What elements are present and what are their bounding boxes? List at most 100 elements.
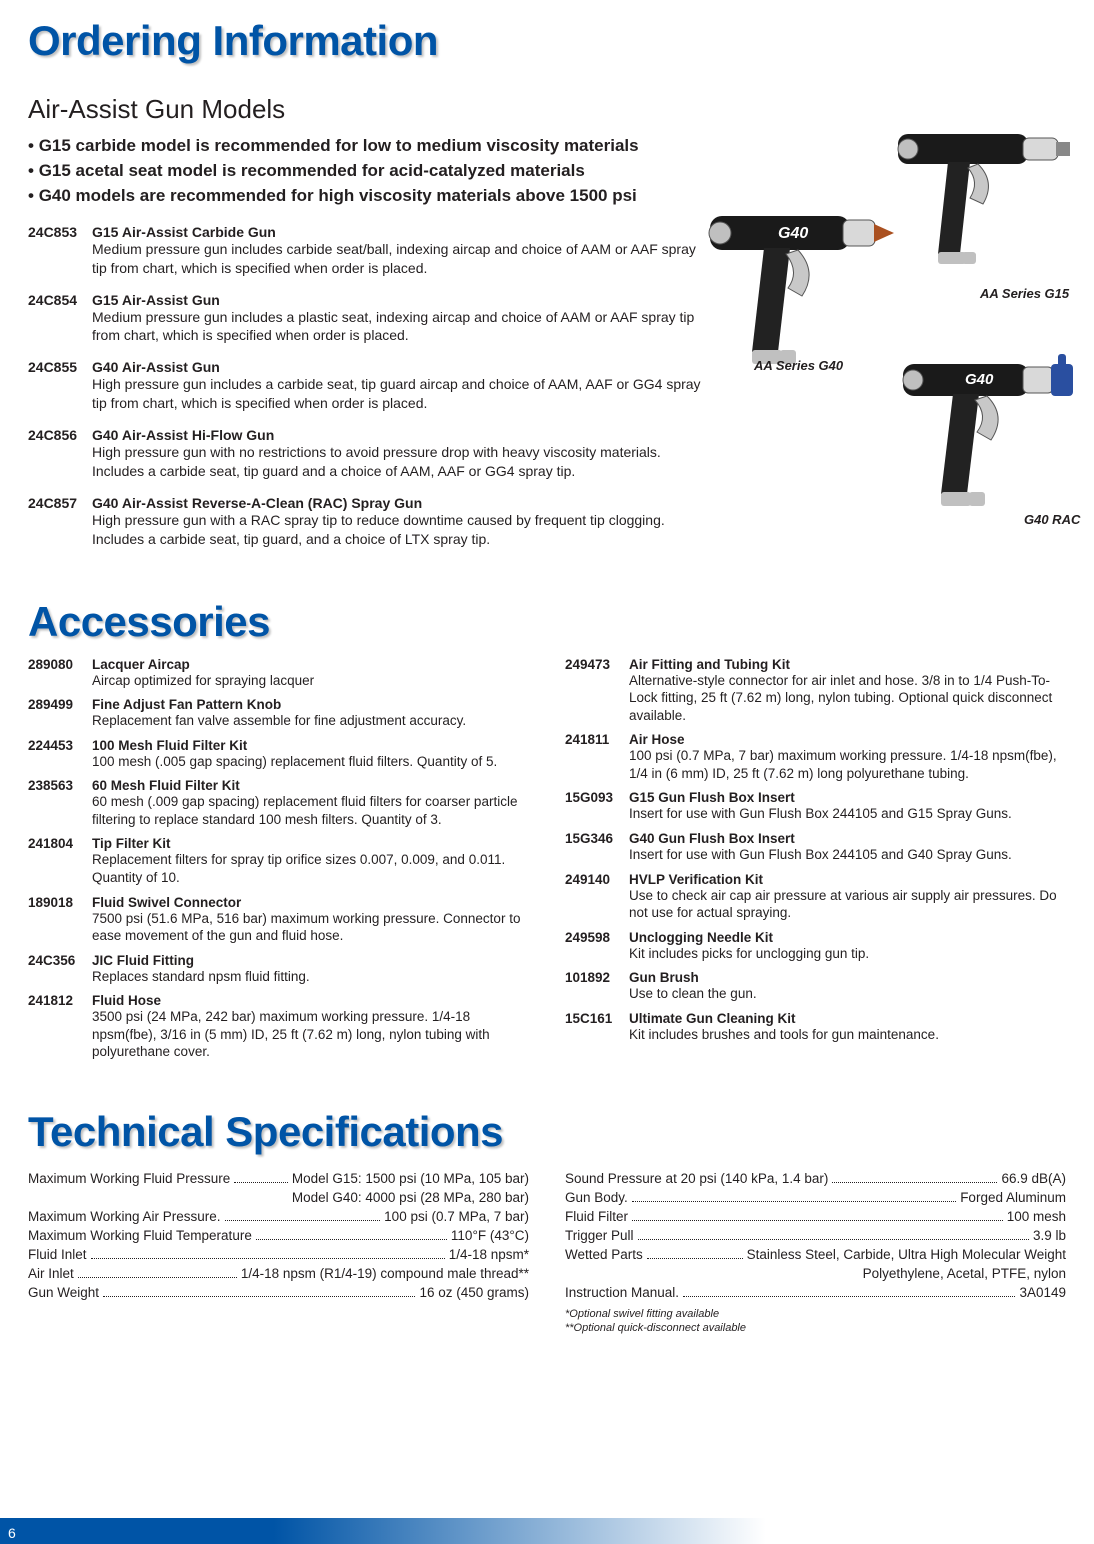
item-title: HVLP Verification Kit	[629, 872, 1066, 887]
item-desc: 3500 psi (24 MPa, 242 bar) maximum worki…	[92, 1008, 529, 1061]
spec-dots	[78, 1267, 237, 1278]
model-list: 24C853 G15 Air-Assist Carbide Gun Medium p…	[28, 224, 708, 549]
spec-label: Sound Pressure at 20 psi (140 kPa, 1.4 b…	[565, 1171, 828, 1186]
item-code: 15C161	[565, 1011, 619, 1044]
spec-label: Wetted Parts	[565, 1247, 643, 1262]
spec-row: Gun Body. Forged Aluminum	[565, 1190, 1066, 1205]
spec-label: Gun Weight	[28, 1285, 99, 1300]
item-desc: Alternative-style connector for air inle…	[629, 672, 1066, 725]
spec-value: 100 mesh	[1007, 1209, 1066, 1224]
spec-row: Trigger Pull3.9 lb	[565, 1228, 1066, 1243]
spec-dots	[256, 1229, 447, 1240]
item-title: G40 Air-Assist Reverse-A-Clean (RAC) Spr…	[92, 495, 708, 511]
item-code: 15G093	[565, 790, 619, 823]
accessory-row: 249598Unclogging Needle KitKit includes …	[565, 930, 1066, 963]
item-title: JIC Fluid Fitting	[92, 953, 529, 968]
spec-value: 3A0149	[1019, 1285, 1066, 1300]
spec-value: 3.9 lb	[1033, 1228, 1066, 1243]
item-code: 241812	[28, 993, 82, 1061]
spec-label: Maximum Working Air Pressure.	[28, 1209, 221, 1224]
item-title: G40 Air-Assist Hi-Flow Gun	[92, 427, 708, 443]
accessories-col-right: 249473Air Fitting and Tubing KitAlternat…	[565, 657, 1066, 1069]
footnote-line: **Optional quick-disconnect available	[565, 1322, 1066, 1336]
accessory-row: 289080Lacquer AircapAircap optimized for…	[28, 657, 529, 690]
item-code: 249140	[565, 872, 619, 922]
spec-dots	[91, 1248, 445, 1259]
accessory-row: 241812 Fluid Hose3500 psi (24 MPa, 242 ba…	[28, 993, 529, 1061]
spec-value: Model G15: 1500 psi (10 MPa, 105 bar)	[292, 1171, 529, 1186]
spec-label: Maximum Working Fluid Pressure	[28, 1171, 230, 1186]
item-title: G40 Gun Flush Box Insert	[629, 831, 1066, 846]
accessory-row: 15G346 G40 Gun Flush Box InsertInsert for…	[565, 831, 1066, 864]
spec-row: Sound Pressure at 20 psi (140 kPa, 1.4 b…	[565, 1171, 1066, 1186]
svg-text:G40: G40	[965, 371, 994, 388]
item-code: 24C853	[28, 224, 82, 278]
spec-extra: Model G40: 4000 psi (28 MPa, 280 bar)	[28, 1190, 529, 1205]
spec-row: Air Inlet1/4-18 npsm (R1/4-19) compound …	[28, 1266, 529, 1281]
spec-row: Gun Weight 16 oz (450 grams)	[28, 1285, 529, 1300]
accessory-row: 249140 HVLP Verification KitUse to check …	[565, 872, 1066, 922]
spec-value: 1/4-18 npsm*	[449, 1247, 529, 1262]
item-desc: Use to check air cap air pressure at var…	[629, 887, 1066, 922]
item-title: Ultimate Gun Cleaning Kit	[629, 1011, 1066, 1026]
spec-row: Fluid Filter100 mesh	[565, 1209, 1066, 1224]
spec-dots	[234, 1172, 288, 1183]
item-title: G15 Gun Flush Box Insert	[629, 790, 1066, 805]
bullet: G15 carbide model is recommended for low…	[28, 135, 708, 158]
item-desc: High pressure gun with no restrictions t…	[92, 443, 708, 481]
accessory-row: 101892Gun BrushUse to clean the gun.	[565, 970, 1066, 1003]
item-code: 238563	[28, 778, 82, 828]
model-row: 24C854G15 Air-Assist GunMedium pressure …	[28, 292, 708, 346]
page-number: 6	[8, 1525, 16, 1541]
item-code: 15G346	[565, 831, 619, 864]
spec-dots	[832, 1172, 997, 1183]
spec-value: 16 oz (450 grams)	[419, 1285, 529, 1300]
item-title: Gun Brush	[629, 970, 1066, 985]
model-row: 24C856 G40 Air-Assist Hi-Flow GunHigh pre…	[28, 427, 708, 481]
item-title: Fine Adjust Fan Pattern Knob	[92, 697, 529, 712]
item-title: Lacquer Aircap	[92, 657, 529, 672]
footnotes: *Optional swivel fitting available**Opti…	[565, 1308, 1066, 1336]
item-desc: Insert for use with Gun Flush Box 244105…	[629, 805, 1066, 823]
ordering-heading: Ordering Information	[28, 20, 1066, 62]
spec-label: Instruction Manual.	[565, 1285, 679, 1300]
item-desc: Medium pressure gun includes a plastic s…	[92, 308, 708, 346]
spec-label: Maximum Working Fluid Temperature	[28, 1228, 252, 1243]
item-title: 100 Mesh Fluid Filter Kit	[92, 738, 529, 753]
item-desc: Insert for use with Gun Flush Box 244105…	[629, 846, 1066, 864]
item-desc: Use to clean the gun.	[629, 985, 1066, 1003]
item-desc: Kit includes picks for unclogging gun ti…	[629, 945, 1066, 963]
item-desc: Kit includes brushes and tools for gun m…	[629, 1026, 1066, 1044]
ordering-subhead: Air-Assist Gun Models	[28, 94, 708, 125]
item-title: G15 Air-Assist Carbide Gun	[92, 224, 708, 240]
item-code: 24C856	[28, 427, 82, 481]
item-desc: Aircap optimized for spraying lacquer	[92, 672, 529, 690]
item-desc: Replacement filters for spray tip orific…	[92, 851, 529, 886]
spec-extra: Polyethylene, Acetal, PTFE, nylon	[565, 1266, 1066, 1281]
item-title: G40 Air-Assist Gun	[92, 359, 708, 375]
gun-g40-image: G40	[698, 182, 898, 372]
spec-row: Instruction Manual. 3A0149	[565, 1285, 1066, 1300]
spec-label: Gun Body.	[565, 1190, 628, 1205]
item-code: 24C857	[28, 495, 82, 549]
spec-value: 66.9 dB(A)	[1001, 1171, 1066, 1186]
item-code: 289499	[28, 697, 82, 730]
accessory-row: 23856360 Mesh Fluid Filter Kit60 mesh (.…	[28, 778, 529, 828]
techspecs-col-left: Maximum Working Fluid Pressure Model G15:…	[28, 1171, 529, 1336]
item-desc: High pressure gun includes a carbide sea…	[92, 375, 708, 413]
item-title: Tip Filter Kit	[92, 836, 529, 851]
spec-dots	[103, 1286, 415, 1297]
accessories-heading: Accessories	[28, 601, 1066, 643]
item-desc: 100 mesh (.005 gap spacing) replacement …	[92, 753, 529, 771]
model-row: 24C853G15 Air-Assist Carbide GunMedium p…	[28, 224, 708, 278]
techspecs-col-right: Sound Pressure at 20 psi (140 kPa, 1.4 b…	[565, 1171, 1066, 1336]
item-title: Fluid Hose	[92, 993, 529, 1008]
spec-row: Wetted PartsStainless Steel, Carbide, Ul…	[565, 1247, 1066, 1262]
spec-value: Forged Aluminum	[960, 1190, 1066, 1205]
item-code: 241804	[28, 836, 82, 886]
accessory-row: 24C356JIC Fluid FittingReplaces standard…	[28, 953, 529, 986]
model-row: 24C857 G40 Air-Assist Reverse-A-Clean (RA…	[28, 495, 708, 549]
spec-dots	[632, 1191, 956, 1202]
footnote-line: *Optional swivel fitting available	[565, 1308, 1066, 1322]
item-code: 24C854	[28, 292, 82, 346]
